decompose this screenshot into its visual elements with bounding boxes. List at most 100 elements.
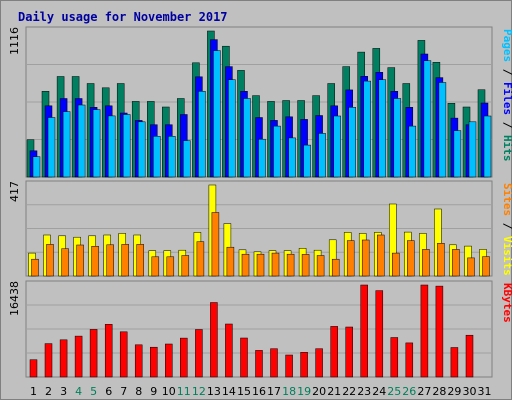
- bar-sites-day-12: [196, 241, 205, 277]
- bar-sites-day-9: [151, 256, 160, 277]
- bar-pages-day-17: [273, 125, 281, 178]
- bar-sites-day-19: [301, 254, 310, 277]
- bar-sites-day-3: [61, 248, 69, 277]
- x-tick-label: 30: [463, 385, 477, 398]
- bar-pages-day-3: [62, 111, 71, 178]
- bar-pages-day-29: [453, 130, 462, 178]
- bar-kbytes-day-5: [89, 329, 98, 378]
- legend-item-hits: Hits: [501, 135, 512, 162]
- bar-kbytes-day-9: [150, 346, 158, 378]
- bar-sites-day-17: [271, 252, 280, 277]
- bar-kbytes-day-30: [465, 334, 474, 378]
- hits-files-pages-ymax-label: 1116: [8, 27, 21, 55]
- x-tick-label: 22: [342, 385, 356, 398]
- x-tick-label: 26: [402, 385, 416, 398]
- x-tick-label: 6: [105, 385, 112, 398]
- x-tick-label: 15: [237, 385, 251, 398]
- x-tick-label: 29: [447, 385, 461, 398]
- kbytes-panel: 16438 KBytes: [8, 280, 512, 378]
- bar-sites-day-7: [121, 244, 129, 277]
- x-tick-label: 4: [75, 385, 82, 398]
- bar-sites-day-4: [76, 244, 84, 277]
- bar-kbytes-day-15: [240, 337, 248, 378]
- x-tick-label: 2: [45, 385, 52, 398]
- bar-kbytes-day-8: [134, 344, 143, 378]
- bar-sites-day-27: [422, 249, 430, 277]
- x-tick-label: 8: [135, 385, 142, 398]
- bar-kbytes-day-10: [165, 343, 173, 378]
- bar-sites-day-31: [482, 256, 490, 277]
- bar-kbytes-day-11: [180, 337, 188, 378]
- bar-sites-day-23: [361, 239, 370, 277]
- bar-kbytes-day-1: [29, 359, 38, 378]
- bar-sites-day-15: [241, 253, 250, 277]
- bar-pages-day-20: [318, 133, 326, 178]
- bar-pages-day-18: [288, 137, 296, 178]
- bar-sites-day-10: [166, 256, 175, 277]
- legend-item-kbytes: KBytes: [501, 283, 512, 323]
- bar-pages-day-31: [483, 115, 492, 178]
- x-tick-label: 21: [327, 385, 341, 398]
- bar-sites-day-11: [181, 255, 190, 277]
- x-tick-label: 20: [312, 385, 326, 398]
- bar-pages-day-22: [348, 107, 356, 178]
- bar-sites-day-25: [392, 252, 400, 277]
- x-tick-label: 23: [357, 385, 371, 398]
- bar-pages-day-30: [468, 121, 477, 178]
- x-tick-label: 12: [192, 385, 206, 398]
- bar-pages-day-1: [32, 156, 41, 178]
- chart-title: Daily usage for November 2017: [18, 10, 228, 24]
- x-axis-ticks: 1 2 3 4 5 6 7 8 9 10 11 12 13 14 15 16 17 18 19 20 21 22 23 24 2…: [30, 385, 492, 398]
- x-tick-label: 18: [282, 385, 296, 398]
- x-tick-label: 1: [30, 385, 37, 398]
- x-tick-label: 10: [162, 385, 176, 398]
- bar-kbytes-day-24: [375, 290, 384, 378]
- bar-sites-day-5: [91, 246, 99, 277]
- bar-pages-day-8: [137, 121, 146, 178]
- bar-sites-day-8: [136, 244, 144, 277]
- bar-pages-day-26: [408, 125, 417, 178]
- legend-item-files: Files: [501, 82, 512, 115]
- x-tick-label: 9: [150, 385, 157, 398]
- bar-pages-day-15: [243, 98, 251, 178]
- bar-kbytes-day-17: [270, 348, 278, 378]
- bar-sites-day-14: [226, 246, 235, 277]
- bar-sites-day-16: [256, 253, 265, 277]
- bar-sites-day-2: [46, 244, 54, 277]
- bar-kbytes-day-12: [195, 329, 203, 378]
- bar-pages-day-24: [378, 79, 387, 178]
- bar-pages-day-16: [258, 138, 266, 178]
- bar-kbytes-day-13: [210, 302, 218, 378]
- x-tick-label: 13: [207, 385, 221, 398]
- hits-files-pages-legend: Pages / Files / Hits: [501, 29, 512, 162]
- bar-pages-day-19: [303, 144, 311, 178]
- bar-kbytes-day-6: [104, 324, 113, 378]
- bar-kbytes-day-21: [330, 326, 338, 378]
- bar-kbytes-day-25: [390, 337, 399, 378]
- bar-kbytes-day-20: [315, 348, 323, 378]
- bar-sites-day-21: [331, 258, 340, 277]
- kbytes-legend: KBytes: [501, 283, 512, 323]
- bar-kbytes-day-16: [255, 350, 263, 378]
- bar-kbytes-day-18: [285, 354, 293, 378]
- bar-pages-day-9: [153, 136, 161, 178]
- bar-pages-day-25: [393, 98, 402, 178]
- hits-files-pages-panel: 1116 Pages / Files / Hits: [8, 26, 512, 178]
- x-tick-label: 16: [252, 385, 266, 398]
- bar-pages-day-6: [107, 115, 116, 178]
- legend-item-pages: Pages: [501, 29, 512, 62]
- bar-pages-day-28: [438, 82, 447, 178]
- bar-kbytes-day-27: [420, 284, 429, 378]
- bar-sites-day-26: [407, 240, 415, 277]
- x-tick-label: 17: [267, 385, 281, 398]
- bar-kbytes-day-23: [360, 284, 368, 378]
- bar-kbytes-day-7: [119, 331, 128, 378]
- kbytes-ymax-label: 16438: [8, 281, 21, 316]
- bar-sites-day-20: [316, 255, 325, 277]
- bar-kbytes-day-22: [345, 326, 353, 378]
- legend-item-visits: Visits: [501, 236, 512, 276]
- bar-kbytes-day-29: [450, 347, 459, 378]
- bar-pages-day-2: [47, 117, 56, 178]
- x-tick-label: 31: [478, 385, 492, 398]
- legend-separator: /: [501, 62, 512, 82]
